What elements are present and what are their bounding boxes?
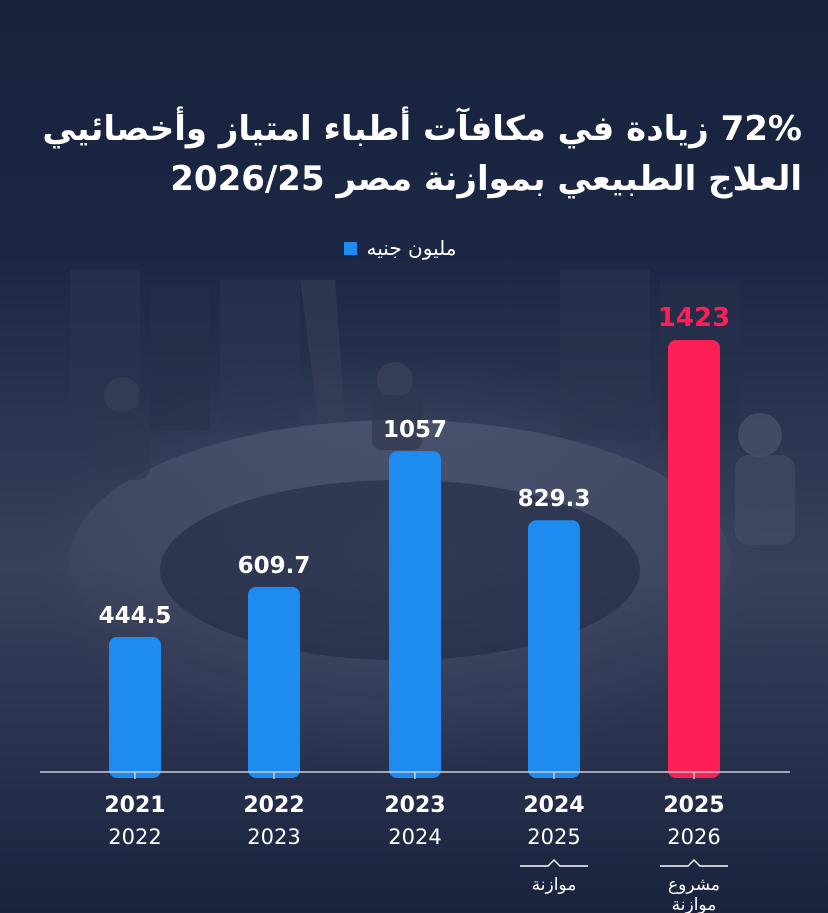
tick-label-start-year: 2023 (384, 793, 445, 818)
tick-label-start-year: 2024 (523, 793, 584, 818)
legend: مليون جنيه (300, 236, 500, 260)
tick-label-start-year: 2021 (104, 793, 165, 818)
category-note: موازنة (532, 875, 577, 895)
tick-label-end-year: 2023 (247, 825, 300, 849)
bar-2025 (668, 340, 720, 778)
tick-label-start-year: 2025 (663, 793, 724, 818)
legend-label: مليون جنيه (366, 236, 457, 260)
tick-label-end-year: 2026 (667, 825, 720, 849)
chart-title: 72% زيادة في مكافآت أطباء امتياز وأخصائي… (22, 104, 802, 204)
legend-swatch (343, 241, 357, 255)
value-label-2024: 829.3 (518, 486, 591, 512)
value-label-2025: 1423 (658, 303, 730, 333)
tick-label-end-year: 2022 (108, 825, 161, 849)
note-bracket (520, 859, 588, 867)
value-label-2022: 609.7 (238, 553, 311, 579)
value-label-2021: 444.5 (99, 603, 172, 629)
title-line-1: 72% زيادة في مكافآت أطباء امتياز وأخصائي… (42, 109, 802, 149)
tick-label-start-year: 2022 (243, 793, 304, 818)
bar-2023 (389, 451, 441, 778)
category-note: مشروع (668, 875, 720, 895)
x-axis-group: 2021 2022 2022 2023 2023 2024 2024 2025 موازنة 20… (40, 771, 790, 913)
value-label-2023: 1057 (383, 417, 447, 443)
tick-label-end-year: 2025 (527, 825, 580, 849)
bars-group (109, 340, 720, 778)
title-line-2: العلاج الطبيعي بموازنة مصر 2026/25 (170, 159, 802, 199)
bar-2024 (528, 520, 580, 778)
category-note: موازنة (672, 895, 717, 913)
note-bracket (660, 859, 728, 867)
bar-2022 (248, 586, 300, 778)
tick-label-end-year: 2024 (388, 825, 441, 849)
value-labels-group: 444.5 609.7 1057 829.3 1423 (99, 303, 731, 629)
bar-2021 (109, 637, 161, 778)
